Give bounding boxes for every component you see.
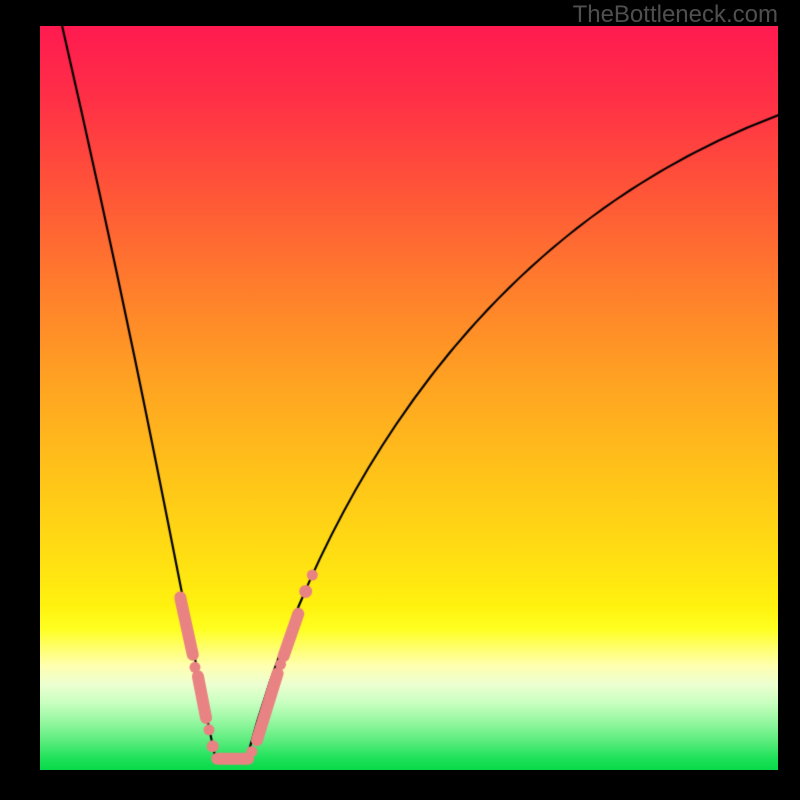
watermark-text: TheBottleneck.com bbox=[573, 1, 778, 29]
plot-area bbox=[40, 26, 778, 770]
bottleneck-curve bbox=[40, 26, 778, 770]
chart-frame: TheBottleneck.com bbox=[0, 0, 800, 800]
